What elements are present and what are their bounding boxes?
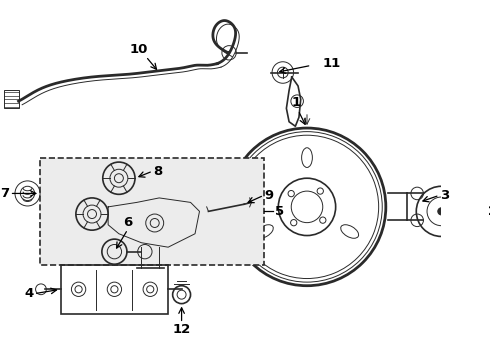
Text: 7: 7 — [0, 187, 10, 200]
Text: 1: 1 — [292, 96, 301, 109]
Text: 9: 9 — [264, 189, 273, 202]
Text: 10: 10 — [129, 43, 148, 56]
Text: 2: 2 — [488, 205, 490, 218]
Text: 6: 6 — [123, 216, 132, 229]
Bar — [40, 158, 264, 265]
Text: 8: 8 — [153, 165, 162, 177]
Text: 12: 12 — [172, 323, 191, 336]
Circle shape — [438, 208, 445, 215]
Text: 5: 5 — [275, 205, 284, 218]
Bar — [4, 90, 19, 108]
Text: 3: 3 — [440, 189, 449, 202]
Text: 4: 4 — [24, 287, 34, 300]
Bar — [61, 265, 168, 314]
Text: 11: 11 — [322, 57, 341, 70]
